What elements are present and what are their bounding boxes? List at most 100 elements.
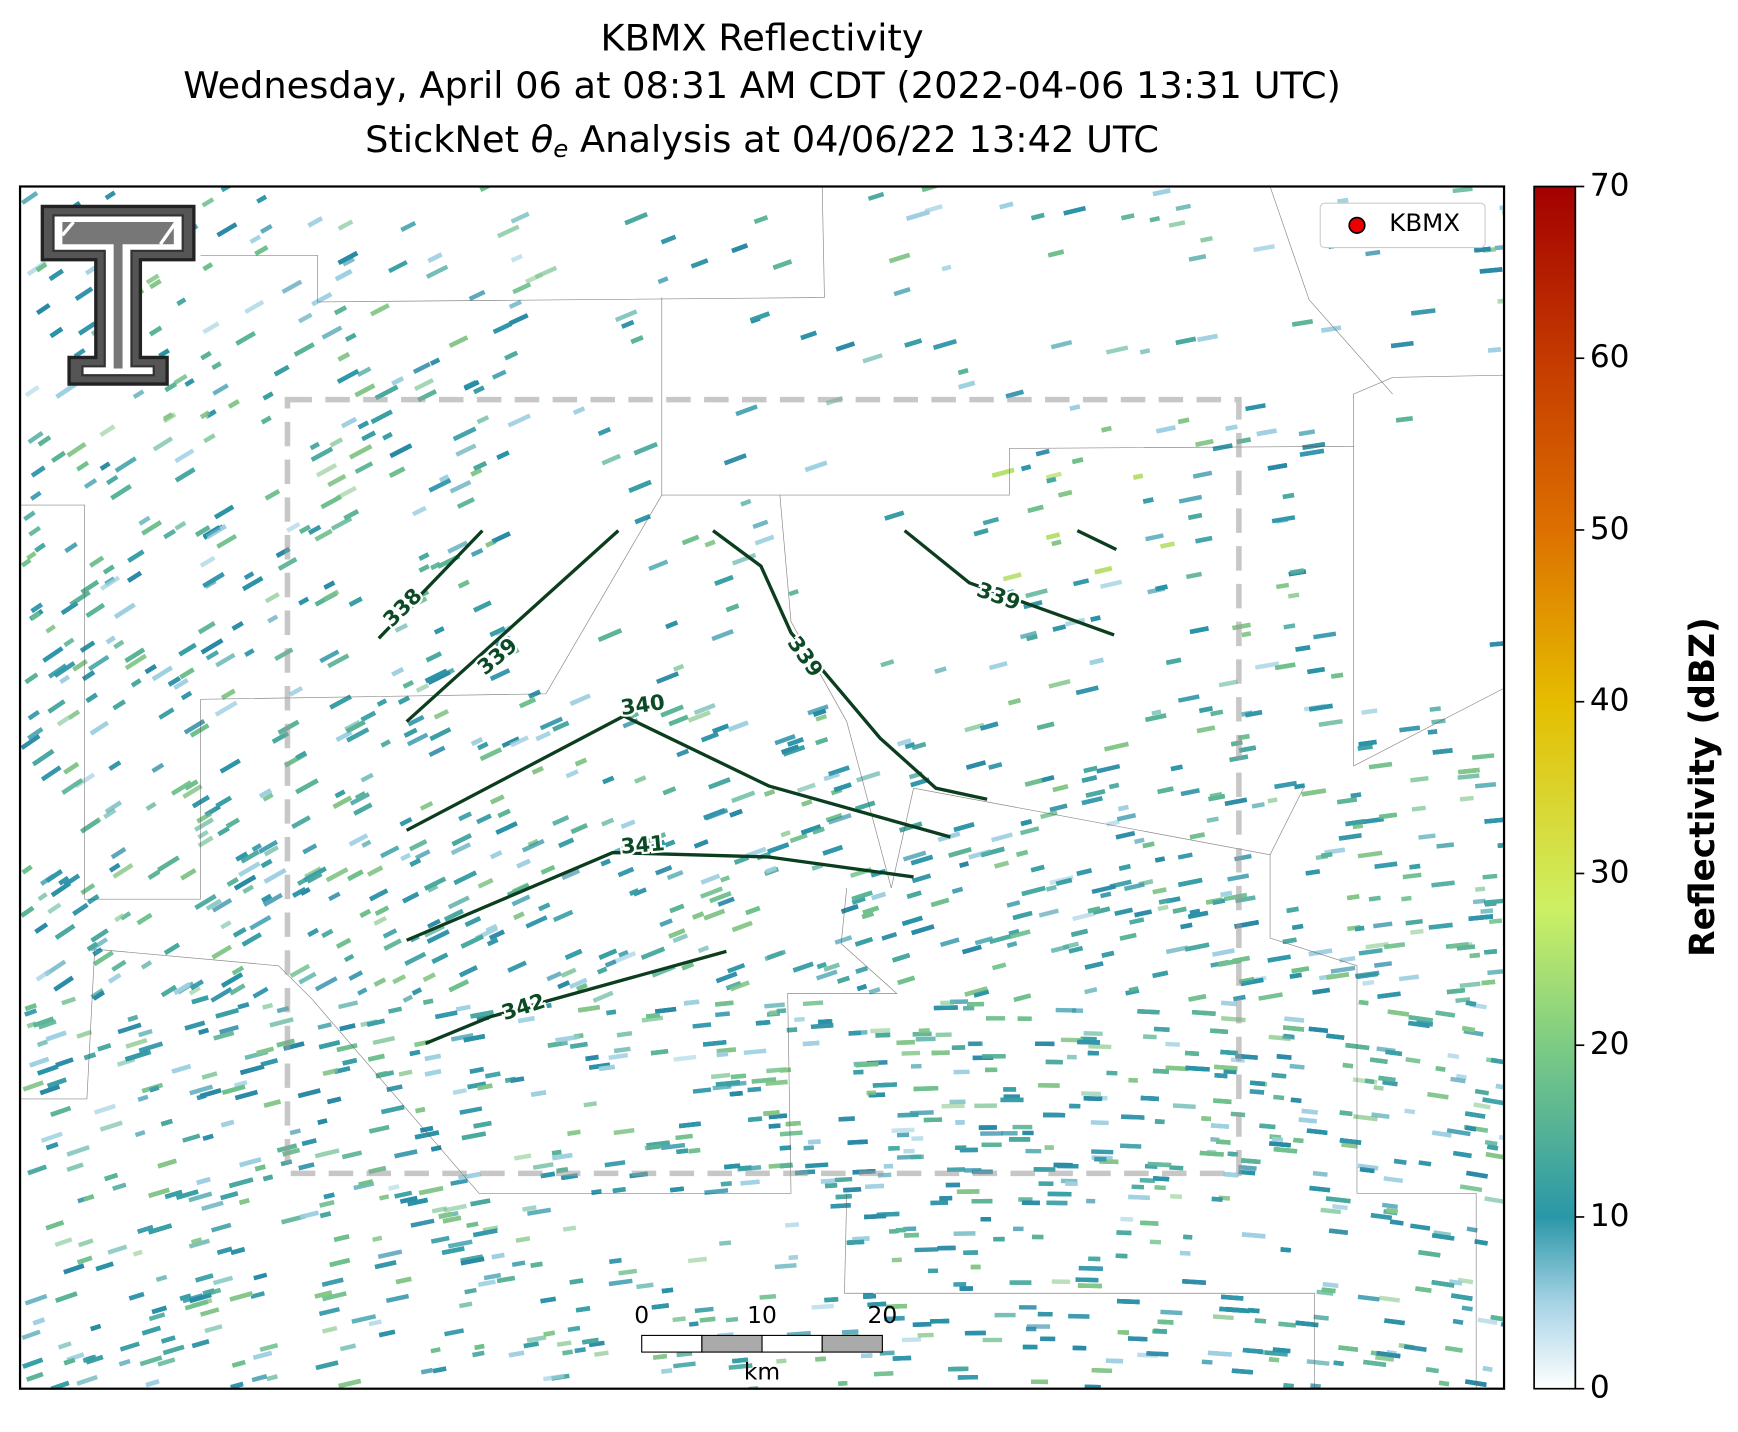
radar-echo bbox=[180, 690, 193, 701]
radar-echo bbox=[348, 596, 363, 607]
radar-echo bbox=[510, 1076, 525, 1084]
radar-echo bbox=[994, 1312, 1016, 1318]
radar-echo bbox=[374, 384, 399, 401]
radar-echo bbox=[34, 542, 46, 553]
radar-echo bbox=[414, 1130, 440, 1140]
radar-echo bbox=[1487, 347, 1501, 353]
radar-echo bbox=[597, 966, 608, 975]
radar-echo bbox=[138, 515, 151, 526]
radar-echo bbox=[1240, 977, 1264, 987]
radar-echo bbox=[1505, 1177, 1518, 1183]
radar-echo bbox=[1178, 494, 1203, 504]
radar-echo bbox=[244, 299, 265, 314]
radar-echo bbox=[678, 1121, 701, 1129]
radar-echo bbox=[314, 528, 333, 542]
radar-echo bbox=[27, 709, 40, 721]
radar-echo bbox=[988, 661, 1008, 671]
radar-echo bbox=[492, 321, 513, 335]
radar-echo bbox=[862, 353, 883, 364]
radar-echo bbox=[370, 409, 393, 424]
radar-echo bbox=[323, 589, 340, 602]
radar-echo bbox=[1398, 974, 1420, 982]
radar-echo bbox=[497, 224, 520, 239]
radar-echo bbox=[202, 525, 221, 539]
radar-echo bbox=[1177, 694, 1200, 703]
radar-echo bbox=[973, 528, 989, 537]
radar-echo bbox=[263, 868, 287, 884]
radar-echo bbox=[776, 1008, 787, 1014]
radar-echo bbox=[53, 975, 74, 992]
radar-echo bbox=[715, 971, 738, 984]
radar-echo bbox=[650, 1048, 669, 1056]
radar-echo bbox=[73, 348, 86, 359]
radar-echo bbox=[27, 431, 44, 445]
radar-echo bbox=[32, 1016, 55, 1028]
radar-echo bbox=[1364, 1078, 1375, 1084]
radar-echo bbox=[504, 350, 519, 361]
radar-echo bbox=[300, 887, 311, 896]
radar-echo bbox=[484, 1071, 501, 1079]
radar-echo bbox=[1450, 1293, 1473, 1301]
radar-echo bbox=[176, 297, 187, 306]
radar-echo bbox=[219, 758, 241, 774]
radar-echo bbox=[1068, 945, 1084, 954]
radar-echo bbox=[1448, 942, 1473, 950]
radar-echo bbox=[63, 1357, 76, 1366]
radar-echo bbox=[45, 1030, 67, 1042]
radar-echo bbox=[289, 963, 311, 978]
radar-echo bbox=[479, 186, 490, 192]
radar-echo bbox=[697, 945, 710, 954]
radar-echo bbox=[191, 1339, 210, 1349]
radar-echo bbox=[1116, 1298, 1140, 1305]
radar-echo bbox=[1035, 448, 1050, 457]
radar-echo bbox=[1077, 1283, 1102, 1289]
radar-echo bbox=[1331, 672, 1344, 679]
radar-echo bbox=[470, 1198, 491, 1207]
radar-echo bbox=[893, 287, 911, 297]
radar-echo bbox=[319, 1211, 332, 1219]
radar-echo bbox=[692, 911, 705, 920]
radar-echo bbox=[476, 813, 492, 825]
radar-echo bbox=[202, 572, 225, 588]
radar-echo bbox=[910, 854, 934, 866]
radar-echo bbox=[281, 1214, 306, 1225]
radar-echo bbox=[1480, 1395, 1503, 1403]
radar-echo bbox=[763, 789, 776, 797]
radar-echo bbox=[1047, 1191, 1072, 1197]
radar-echo bbox=[602, 775, 615, 785]
radar-echo bbox=[457, 579, 470, 589]
radar-echo bbox=[1273, 1146, 1298, 1154]
radar-echo bbox=[1006, 941, 1018, 948]
radar-echo bbox=[1503, 1109, 1505, 1117]
radar-echo bbox=[815, 713, 828, 722]
radar-echo bbox=[727, 963, 746, 974]
radar-echo bbox=[200, 638, 224, 655]
radar-echo bbox=[411, 505, 427, 517]
radar-echo bbox=[1056, 1163, 1079, 1169]
radar-echo bbox=[167, 676, 181, 687]
radar-echo bbox=[195, 1273, 214, 1283]
radar-echo bbox=[1353, 1114, 1378, 1122]
radar-echo bbox=[264, 592, 280, 604]
radar-echo bbox=[77, 1238, 94, 1248]
contour-line bbox=[377, 529, 484, 640]
radar-echo bbox=[450, 1178, 468, 1186]
radar-echo bbox=[1503, 935, 1505, 942]
radar-echo bbox=[1021, 464, 1032, 472]
radar-echo bbox=[144, 664, 157, 675]
radar-echo bbox=[260, 415, 272, 425]
radar-echo bbox=[27, 1164, 47, 1176]
radar-echo bbox=[459, 965, 478, 978]
radar-echo bbox=[148, 1187, 170, 1199]
radar-echo bbox=[1457, 773, 1480, 780]
radar-echo bbox=[621, 319, 635, 329]
radar-echo bbox=[1185, 571, 1203, 580]
radar-echo bbox=[163, 528, 176, 540]
radar-echo bbox=[190, 1237, 203, 1245]
radar-echo bbox=[1208, 793, 1226, 802]
radar-echo bbox=[1369, 1057, 1388, 1064]
radar-echo bbox=[23, 510, 36, 522]
radar-echo bbox=[846, 1239, 865, 1245]
radar-echo bbox=[1121, 1114, 1145, 1120]
radar-echo bbox=[288, 686, 304, 697]
